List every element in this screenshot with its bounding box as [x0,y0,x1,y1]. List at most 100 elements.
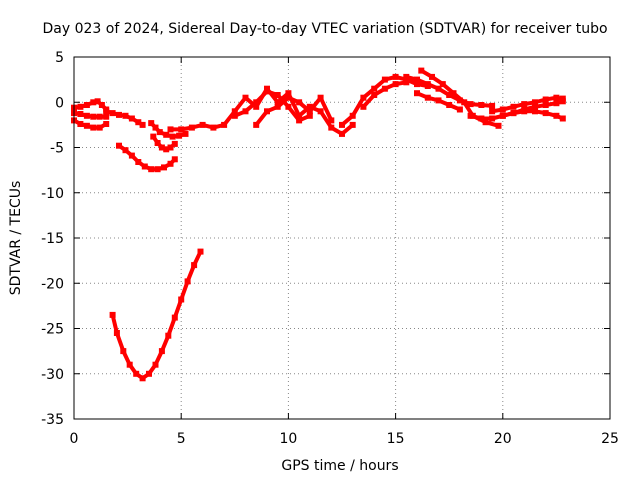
data-point [139,375,146,382]
data-point [424,81,431,88]
data-point [120,348,127,355]
data-point [90,99,97,106]
data-point [489,102,496,109]
data-point [285,103,292,110]
y-axis-label: SDTVAR / TECUs [8,181,24,296]
data-point [317,108,324,115]
data-point [371,92,378,98]
data-point [274,103,281,110]
data-point [403,73,410,80]
data-point [499,106,506,113]
data-point [328,124,335,131]
data-point [306,103,313,110]
data-point [467,112,474,119]
data-point [446,92,453,98]
series-track-12 [360,79,410,110]
data-point [150,133,157,140]
data-point [148,166,155,173]
data-point [98,102,105,108]
data-point [274,92,281,98]
data-point [450,90,457,97]
data-point [158,348,165,355]
data-point [103,113,110,120]
chart-title: Day 023 of 2024, Sidereal Day-to-day VTE… [42,21,607,37]
data-point [83,102,90,108]
data-point [171,314,178,321]
data-point [392,81,399,88]
data-point [158,144,165,151]
data-point [135,159,142,165]
y-tick-label: -20 [41,276,64,292]
data-point [77,121,84,127]
data-point [171,140,178,147]
data-point [139,121,146,128]
data-point [163,131,170,138]
data-point [489,115,496,122]
data-point [96,124,103,131]
data-point [306,112,313,119]
data-point [169,133,176,140]
data-point [113,330,120,336]
x-tick-label: 25 [601,431,619,447]
data-point [296,112,303,119]
data-point [154,166,161,173]
data-point [424,94,431,101]
data-point [210,124,217,131]
data-point [109,311,116,318]
y-tick-label: -35 [41,412,64,428]
x-tick-label: 10 [279,431,297,447]
data-point [285,90,292,97]
data-point [242,94,249,101]
data-point [96,113,103,120]
data-point [264,88,270,95]
data-point [559,98,566,105]
data-point [242,108,249,115]
data-point [371,85,378,92]
data-point [521,106,528,113]
data-point [510,110,517,117]
data-point [156,129,163,136]
data-point [94,98,101,105]
series-track-10 [253,94,335,128]
ticks [73,56,611,420]
series-track-0 [109,248,204,382]
data-point [553,100,560,107]
data-point [414,81,420,88]
data-point [135,119,142,126]
data-point [90,113,97,120]
data-point [90,124,97,131]
data-point [152,361,159,368]
data-point [152,124,159,131]
data-point [122,112,129,119]
data-point [163,146,170,153]
data-point [489,108,496,115]
series-track-2 [148,120,189,140]
data-point [392,73,399,80]
data-point [167,160,174,167]
data-point [542,110,549,117]
tick-labels: 0 5 10 15 20 25 5 0 -5 -10 -15 -20 -25 -30 -35 [41,50,619,447]
data-point [542,102,549,108]
data-point [403,79,410,86]
data-point [349,121,356,128]
data-point [167,144,174,151]
data-point [199,121,206,128]
data-point [360,103,367,110]
data-point [126,361,133,368]
data-point [339,121,345,128]
data-point [141,163,148,170]
data-point [510,103,517,110]
data-point [328,117,335,124]
data-point [435,97,442,104]
data-point [103,121,110,127]
data-point [77,103,84,110]
y-tick-label: -25 [41,322,64,338]
data-point [296,117,303,124]
x-axis-label: GPS time / hours [281,458,398,474]
data-point [317,94,324,101]
data-point [521,101,528,108]
data-point [435,85,442,92]
data-point [296,99,303,106]
series-track-15 [414,90,463,113]
x-tick-label: 15 [387,431,405,447]
